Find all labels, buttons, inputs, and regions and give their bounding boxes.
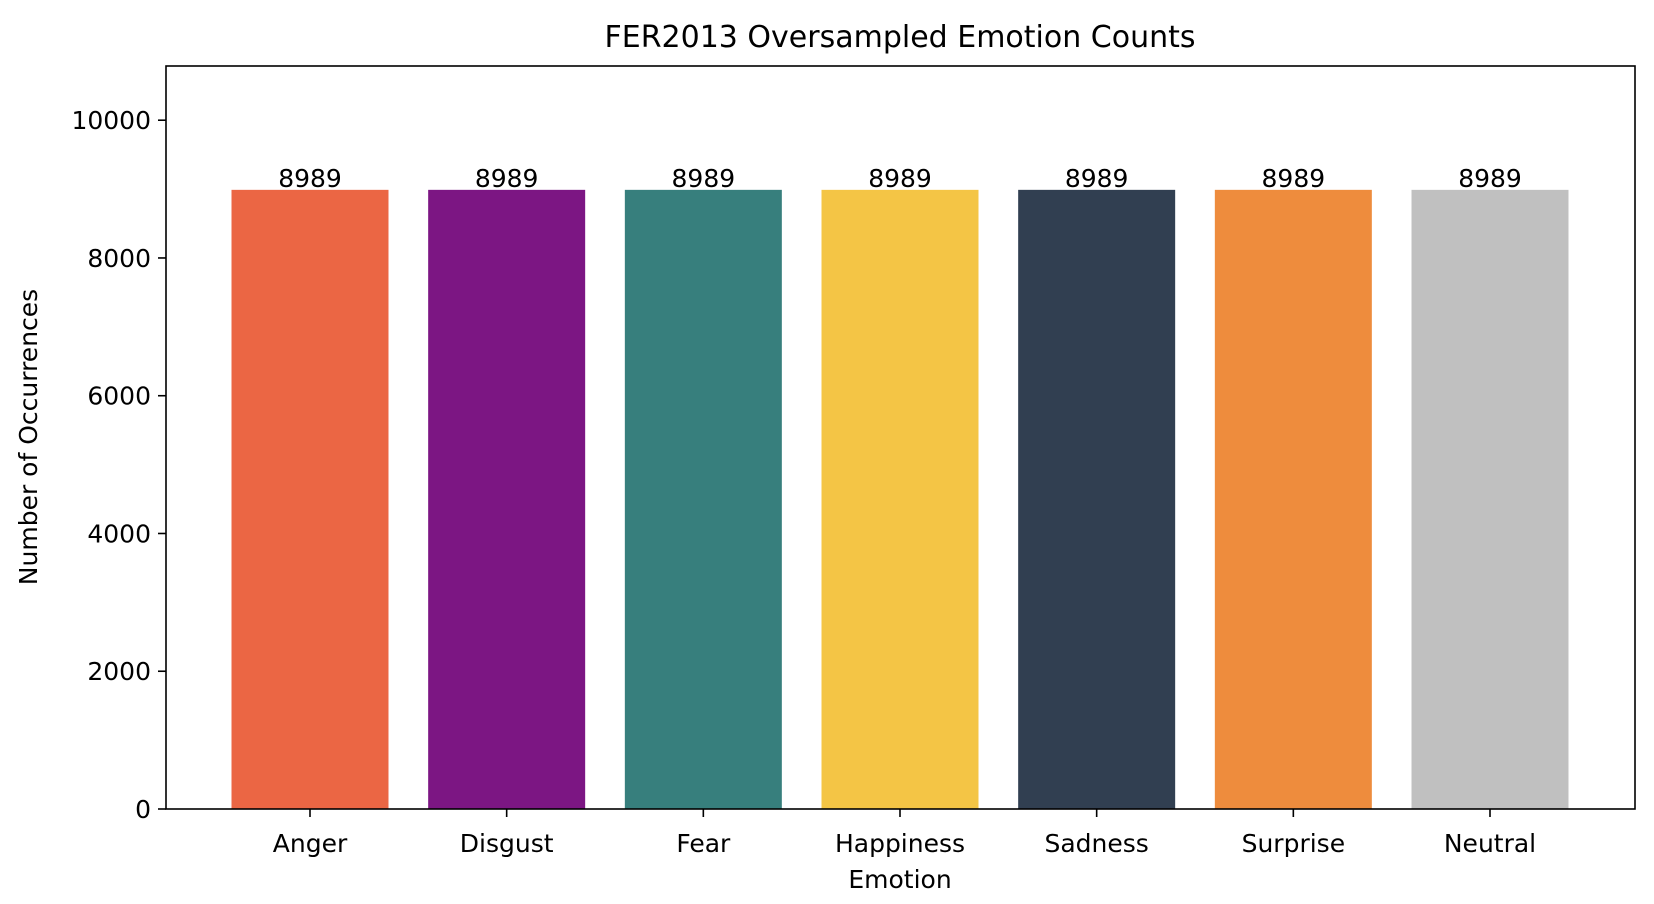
y-tick-label-2000: 2000 xyxy=(87,657,151,686)
y-tick-label-8000: 8000 xyxy=(87,244,151,273)
chart-title: FER2013 Oversampled Emotion Counts xyxy=(604,20,1195,55)
bar-fear xyxy=(624,189,782,809)
x-tick-label-surprise: Surprise xyxy=(1242,829,1346,858)
x-tick-label-fear: Fear xyxy=(676,829,731,858)
data-labels-layer: 8989 8989 8989 8989 8989 8989 8989 xyxy=(278,164,1522,193)
x-tick-label-disgust: Disgust xyxy=(460,829,554,858)
bar-sadness xyxy=(1018,189,1176,809)
y-tick-label-4000: 4000 xyxy=(87,519,151,548)
y-axis: 0 2000 4000 6000 8000 10000 xyxy=(71,106,166,824)
x-tick-label-neutral: Neutral xyxy=(1444,829,1536,858)
data-label-fear: 8989 xyxy=(672,164,736,193)
bar-surprise xyxy=(1214,189,1372,809)
plot-frame xyxy=(165,65,1636,810)
x-axis: Anger Disgust Fear Happiness Sadness Surprise… xyxy=(273,809,1536,858)
y-axis-label: Number of Occurrences xyxy=(14,289,43,585)
data-label-surprise: 8989 xyxy=(1262,164,1326,193)
y-tick-label-0: 0 xyxy=(135,795,151,824)
x-axis-label: Emotion xyxy=(848,865,951,894)
data-label-disgust: 8989 xyxy=(475,164,539,193)
bar-disgust xyxy=(428,189,586,809)
x-tick-label-happiness: Happiness xyxy=(835,829,965,858)
y-tick-label-6000: 6000 xyxy=(87,382,151,411)
bar-happiness xyxy=(821,189,979,809)
bars-layer xyxy=(231,189,1569,809)
bar-neutral xyxy=(1411,189,1569,809)
x-tick-label-anger: Anger xyxy=(273,829,348,858)
y-tick-label-10000: 10000 xyxy=(71,106,151,135)
data-label-happiness: 8989 xyxy=(868,164,932,193)
data-label-sadness: 8989 xyxy=(1065,164,1129,193)
x-tick-label-sadness: Sadness xyxy=(1044,829,1148,858)
bar-anger xyxy=(231,189,389,809)
data-label-anger: 8989 xyxy=(278,164,342,193)
data-label-neutral: 8989 xyxy=(1458,164,1522,193)
